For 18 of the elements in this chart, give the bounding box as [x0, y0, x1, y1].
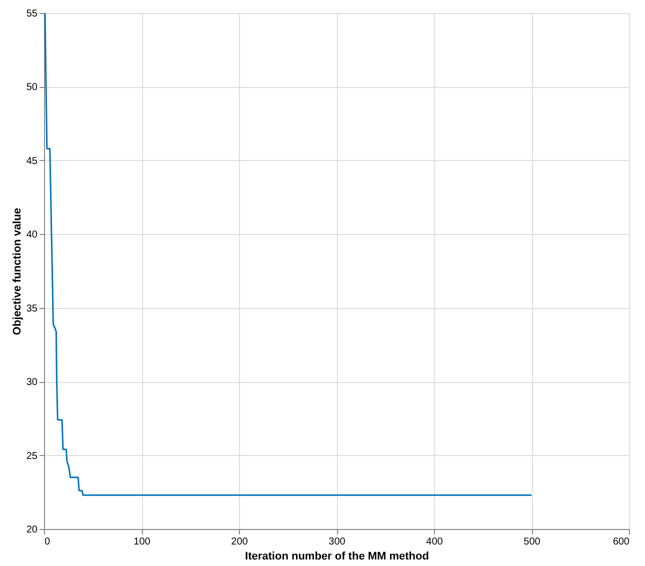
y-tick-label: 20: [26, 524, 38, 536]
x-tick-label: 400: [426, 536, 444, 548]
x-tick-label: 600: [612, 536, 630, 548]
y-tick-label: 40: [26, 230, 38, 241]
y-tick-label: 25: [26, 450, 38, 462]
x-tick-label: 500: [524, 536, 541, 548]
y-tick-label: 55: [26, 8, 38, 20]
y-tick-label: 35: [26, 303, 38, 314]
x-tick-label: 300: [328, 536, 346, 548]
y-tick-label: 30: [26, 377, 38, 388]
y-tick-label: 50: [26, 82, 38, 94]
y-tick-label: 45: [26, 156, 38, 167]
x-tick-label: 0: [44, 536, 50, 548]
x-axis-title: Iteration number of the MM method: [245, 550, 429, 562]
y-axis-title: Objective function value: [11, 208, 24, 336]
line-series: [44, 13, 532, 496]
x-tick-label: 200: [231, 536, 248, 548]
x-tick-label: 100: [134, 536, 151, 548]
